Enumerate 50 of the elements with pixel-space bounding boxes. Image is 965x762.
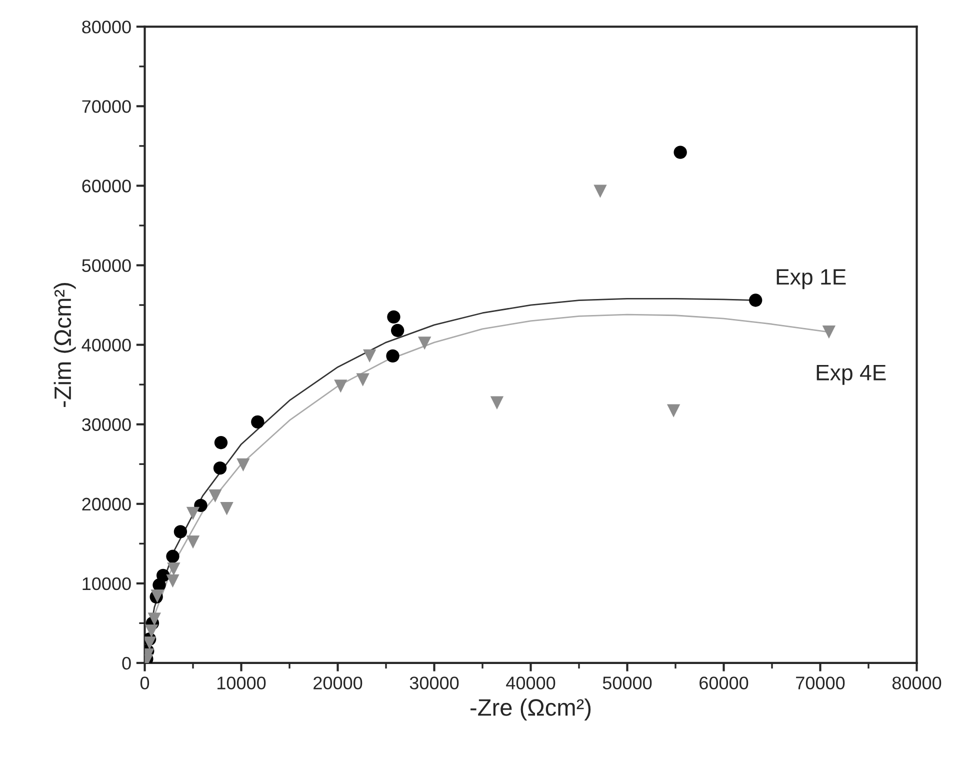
- x-axis-title: -Zre (Ωcm²): [470, 698, 591, 721]
- point: [186, 535, 200, 549]
- point: [148, 612, 161, 626]
- point: [594, 184, 607, 198]
- x-tick-label: 0: [140, 676, 150, 690]
- x-tick-label: 80000: [892, 676, 942, 690]
- point: [490, 396, 504, 410]
- x-tick-label: 30000: [410, 676, 459, 690]
- point: [144, 624, 158, 638]
- series-label: Exp 4E: [816, 364, 886, 385]
- point: [220, 502, 234, 516]
- y-tick-label: 20000: [82, 498, 131, 511]
- point: [166, 550, 180, 563]
- point: [144, 636, 156, 650]
- point: [166, 574, 180, 588]
- y-axis-title: -Zim (Ωcm²): [54, 283, 76, 407]
- point: [213, 461, 227, 475]
- point: [674, 146, 687, 159]
- point: [334, 380, 348, 393]
- point: [251, 415, 264, 429]
- point: [356, 373, 370, 386]
- point: [386, 349, 400, 363]
- point: [167, 562, 180, 576]
- y-tick-label: 60000: [82, 180, 131, 192]
- y-tick-label: 50000: [82, 259, 131, 272]
- point: [363, 349, 376, 363]
- y-tick-label: 10000: [82, 577, 131, 590]
- x-tick-label: 10000: [218, 676, 266, 690]
- x-tick-label: 20000: [314, 676, 362, 690]
- point: [214, 436, 228, 450]
- point: [174, 525, 188, 538]
- point: [418, 336, 432, 350]
- point: [186, 506, 200, 520]
- point: [822, 325, 836, 339]
- point: [236, 458, 250, 472]
- x-tick-label: 60000: [700, 676, 748, 690]
- y-tick-label: 70000: [82, 100, 131, 113]
- point: [666, 404, 680, 418]
- y-tick-label: 0: [122, 656, 131, 670]
- x-tick-label: 70000: [796, 676, 845, 690]
- point: [387, 310, 400, 324]
- y-tick-label: 40000: [82, 338, 131, 352]
- point: [390, 324, 404, 338]
- y-tick-label: 30000: [82, 418, 131, 432]
- point: [749, 294, 762, 307]
- series-label: Exp 1E: [776, 269, 846, 290]
- y-tick-label: 80000: [82, 20, 131, 34]
- point: [208, 489, 222, 503]
- x-tick-label: 50000: [602, 676, 652, 690]
- x-tick-label: 40000: [506, 676, 556, 690]
